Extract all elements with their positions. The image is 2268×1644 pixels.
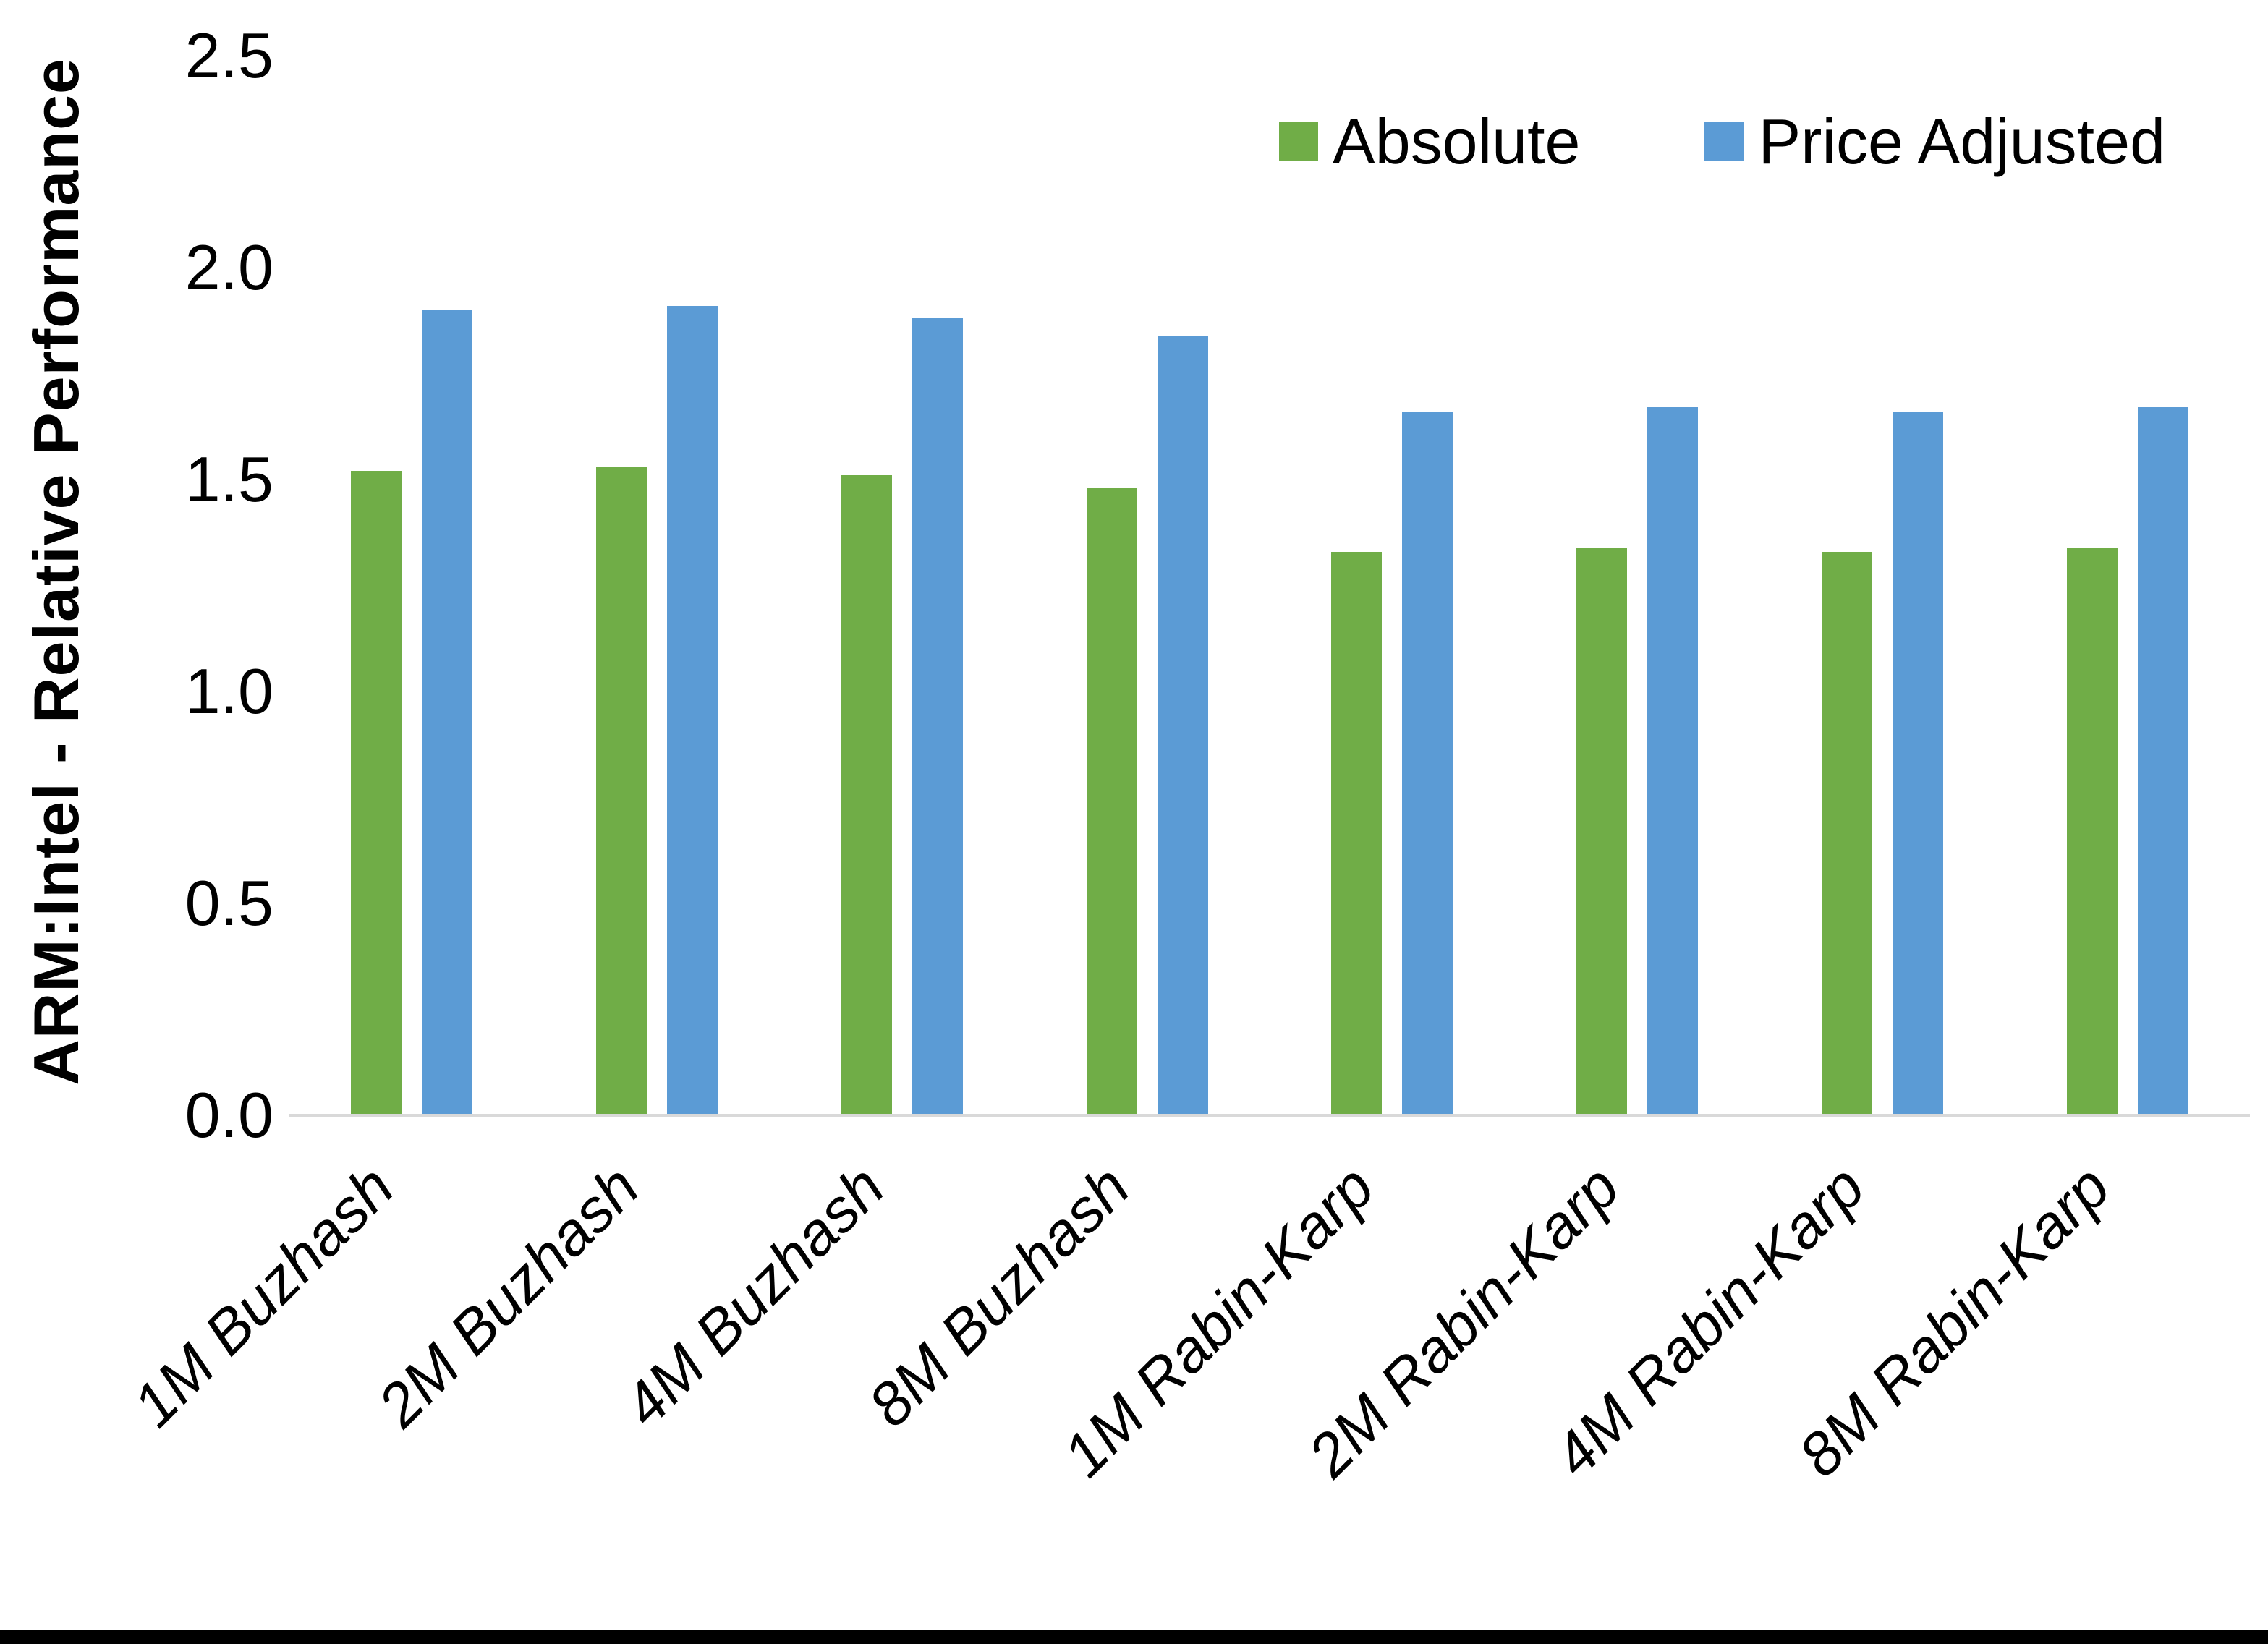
bar-absolute-8m-buzhash bbox=[1087, 488, 1137, 1115]
legend-item-price-adjusted: Price Adjusted bbox=[1704, 110, 2165, 174]
legend-label-price-adjusted: Price Adjusted bbox=[1758, 106, 2166, 177]
bar-absolute-1m-buzhash bbox=[351, 471, 402, 1115]
y-tick-label-2.5: 2.5 bbox=[184, 20, 273, 91]
y-tick-label-1.5: 1.5 bbox=[184, 443, 273, 515]
y-tick-label-0.0: 0.0 bbox=[184, 1079, 273, 1151]
y-tick-label-0.5: 0.5 bbox=[184, 867, 273, 939]
y-tick-label-2.0: 2.0 bbox=[184, 231, 273, 303]
bar-price-adjusted-4m-buzhash bbox=[912, 318, 963, 1115]
bar-price-adjusted-8m-buzhash bbox=[1158, 336, 1208, 1115]
bar-price-adjusted-1m-rabin-karp bbox=[1402, 412, 1453, 1115]
bar-absolute-4m-rabin-karp bbox=[1822, 552, 1872, 1115]
legend-item-absolute: Absolute bbox=[1279, 110, 1580, 174]
y-tick-label-1.0: 1.0 bbox=[184, 655, 273, 727]
legend: Absolute Price Adjusted bbox=[1279, 110, 2165, 174]
bar-absolute-2m-buzhash bbox=[596, 467, 647, 1115]
bar-absolute-1m-rabin-karp bbox=[1331, 552, 1382, 1115]
bar-price-adjusted-4m-rabin-karp bbox=[1893, 412, 1943, 1115]
bar-price-adjusted-1m-buzhash bbox=[422, 310, 472, 1115]
bottom-border-bar bbox=[0, 1630, 2268, 1644]
bar-price-adjusted-2m-rabin-karp bbox=[1647, 407, 1698, 1115]
bar-absolute-8m-rabin-karp bbox=[2067, 548, 2118, 1115]
bar-absolute-4m-buzhash bbox=[841, 475, 892, 1115]
bar-price-adjusted-8m-rabin-karp bbox=[2138, 407, 2188, 1115]
legend-label-absolute: Absolute bbox=[1333, 106, 1581, 177]
bar-absolute-2m-rabin-karp bbox=[1576, 548, 1627, 1115]
x-axis-line bbox=[289, 1114, 2250, 1117]
bar-price-adjusted-2m-buzhash bbox=[667, 306, 718, 1115]
legend-swatch-price-adjusted bbox=[1704, 122, 1744, 161]
legend-swatch-absolute bbox=[1279, 122, 1318, 161]
